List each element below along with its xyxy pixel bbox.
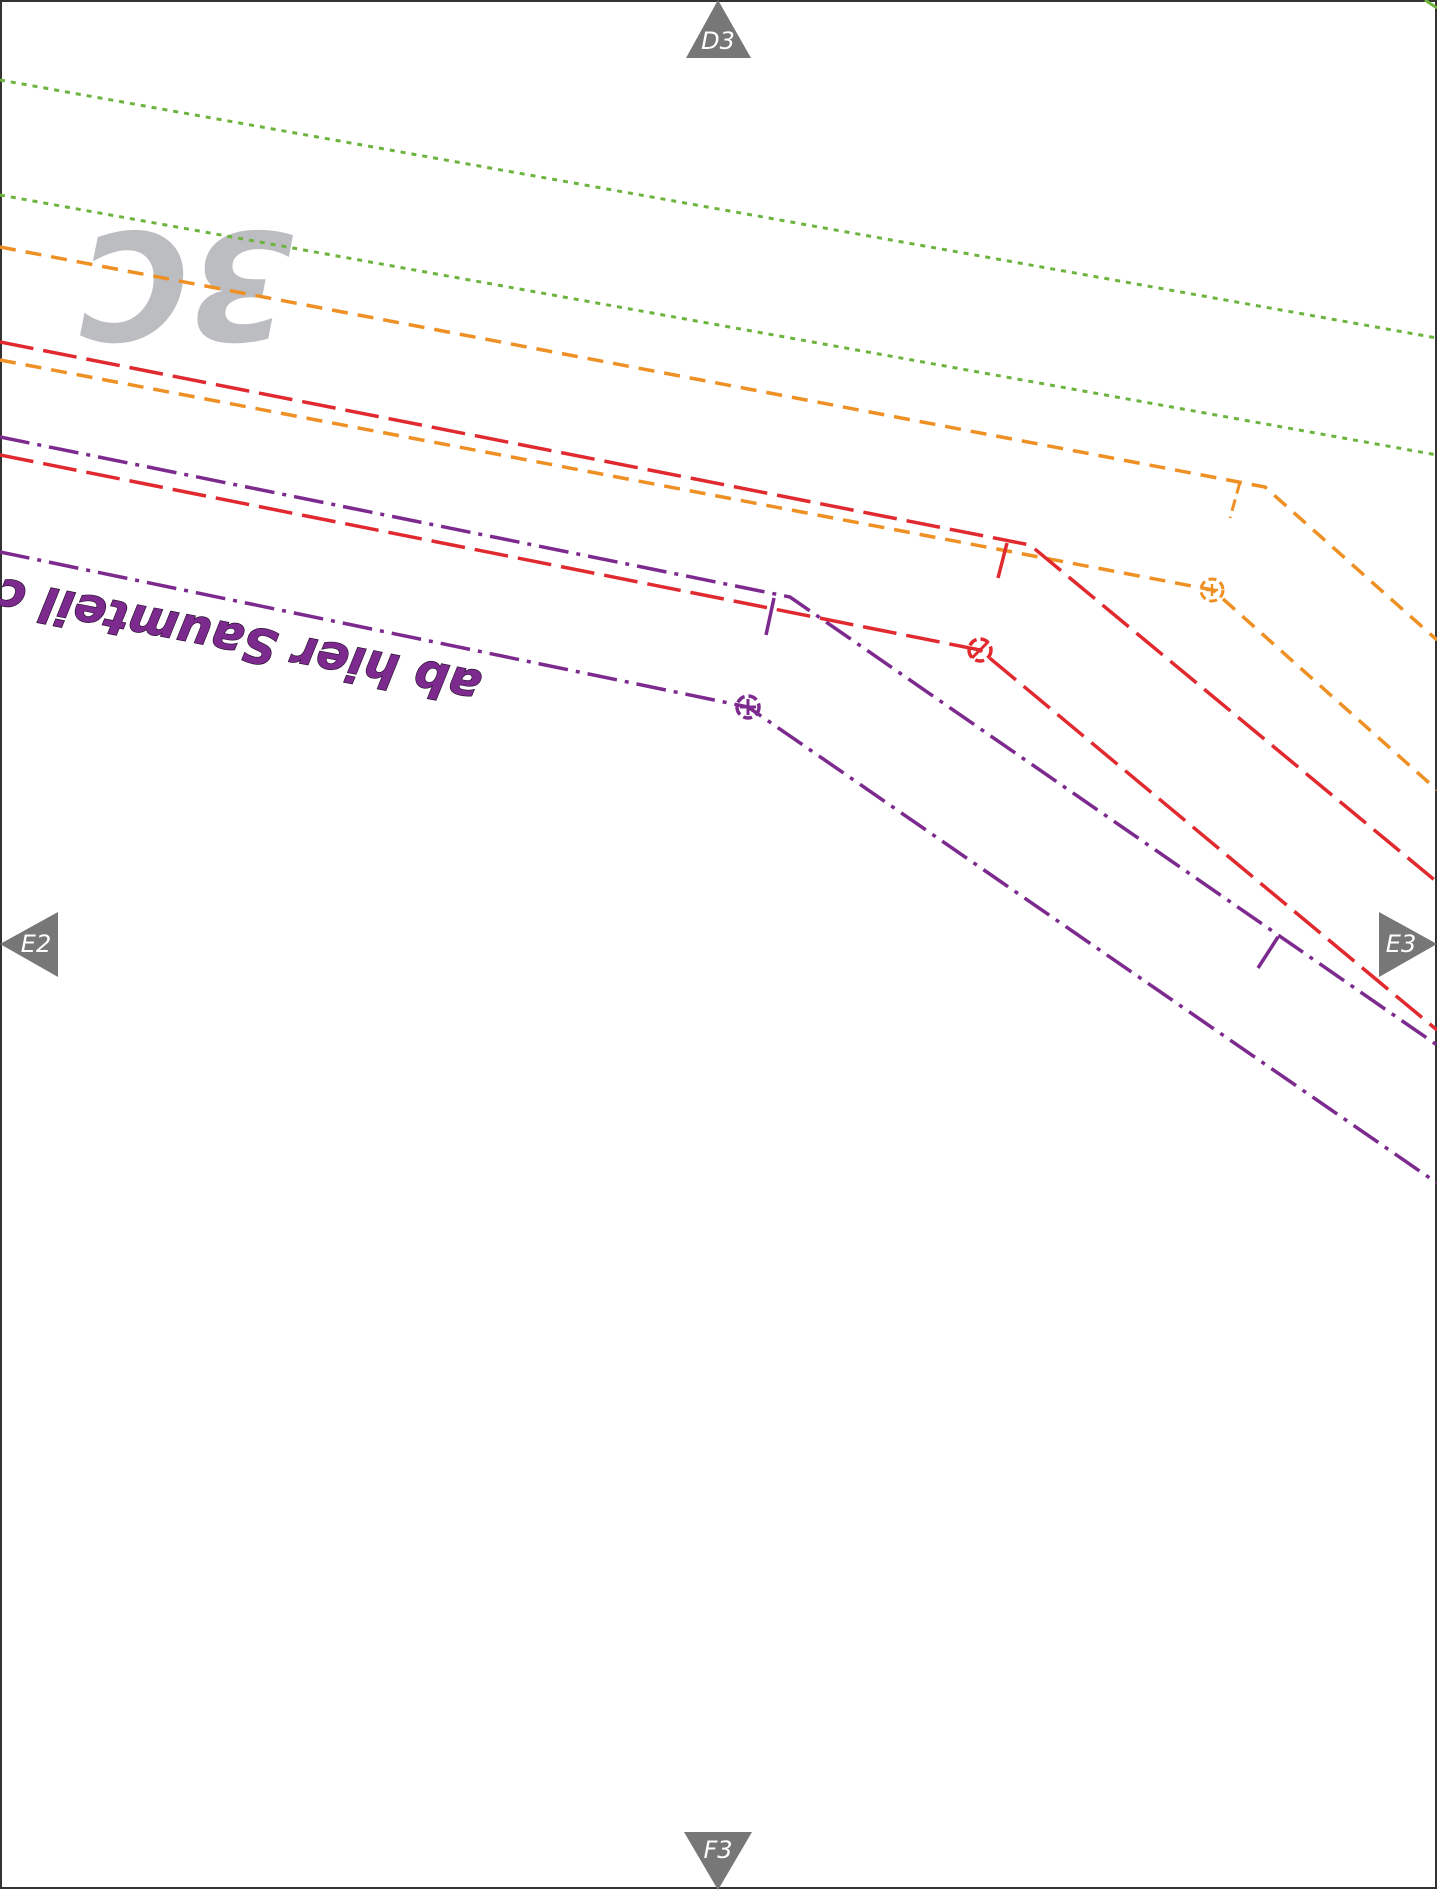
marker-right-label: E3 (1386, 930, 1416, 958)
green-line-upper (0, 78, 1437, 340)
orange-line-outer (0, 245, 1437, 642)
green-line-lower (0, 193, 1437, 457)
orange-grain-circle (1199, 577, 1225, 603)
marker-bottom: F3 (684, 1832, 752, 1890)
marker-top: D3 (686, 0, 751, 58)
purple-grain-circle (735, 694, 761, 720)
marker-top-label: D3 (701, 27, 735, 55)
marker-left-label: E2 (21, 930, 51, 958)
purple-circle-cross (740, 699, 756, 715)
seam-allowance-note: ab hier Saumteil c (0, 566, 485, 715)
marker-right: E3 (1379, 912, 1437, 977)
purple-notch-lower (1256, 936, 1280, 969)
orange-circle-cross (1206, 584, 1218, 596)
corner-mark (1424, 0, 1437, 10)
green-dotted-lines (0, 78, 1437, 457)
orange-line-inner (0, 358, 1437, 792)
red-line-inner (0, 453, 1437, 1032)
orange-notch (1228, 481, 1242, 519)
marker-left: E2 (0, 912, 58, 977)
purple-notch-upper (764, 597, 776, 636)
marker-bottom-triangle (684, 1832, 752, 1890)
marker-right-triangle (1379, 912, 1437, 977)
purple-dashdot-lines (0, 435, 1437, 1185)
marker-bottom-label: F3 (703, 1836, 732, 1864)
purple-line-outer (0, 435, 1437, 1047)
red-dashed-lines (0, 340, 1437, 1032)
red-notch (996, 542, 1009, 579)
red-grain-circle (967, 637, 993, 663)
marker-top-triangle (686, 0, 751, 58)
marker-left-triangle (0, 912, 58, 977)
red-circle-cross (970, 640, 990, 660)
